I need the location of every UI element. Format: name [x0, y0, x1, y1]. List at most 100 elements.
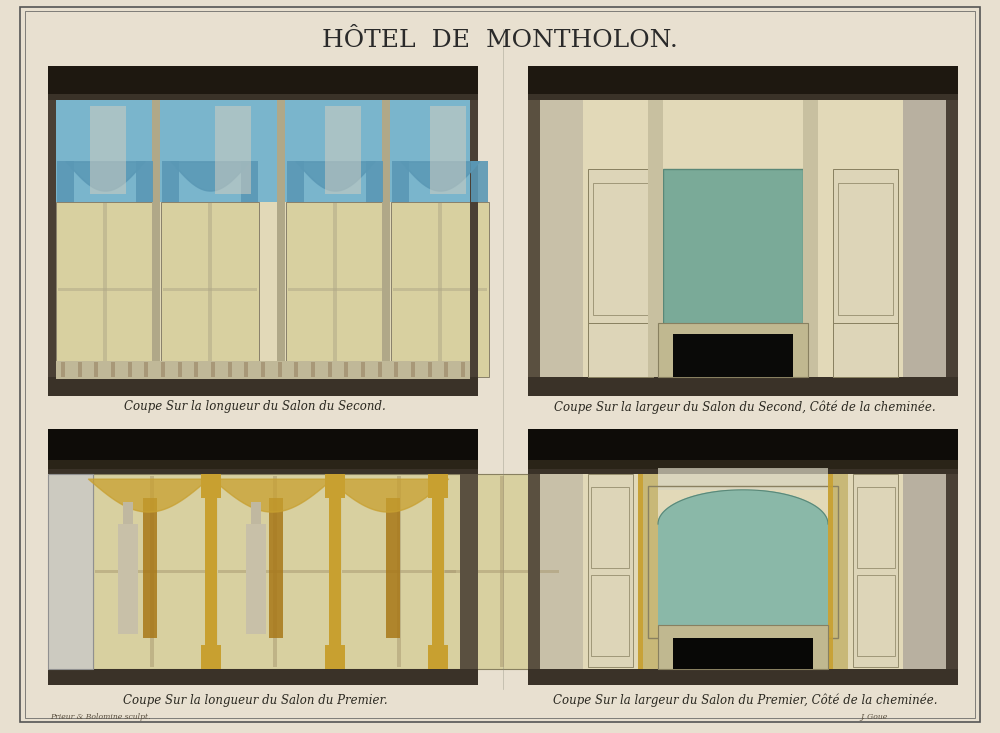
Bar	[48, 66, 478, 94]
Bar	[48, 429, 478, 685]
Bar	[853, 474, 898, 667]
Bar	[461, 362, 465, 377]
Bar	[216, 474, 334, 669]
Bar	[663, 169, 803, 330]
Bar	[946, 100, 958, 377]
Bar	[471, 161, 488, 202]
Bar	[432, 474, 444, 669]
Text: Coupe Sur la largeur du Salon du Second, Côté de la cheminée.: Coupe Sur la largeur du Salon du Second,…	[554, 400, 936, 413]
Bar	[428, 362, 432, 377]
Bar	[53, 100, 473, 202]
Bar	[342, 570, 456, 573]
Bar	[48, 94, 478, 100]
Bar	[658, 625, 828, 669]
Bar	[152, 100, 160, 377]
Bar	[103, 203, 107, 376]
Bar	[378, 362, 382, 377]
Bar	[528, 429, 958, 460]
Bar	[123, 502, 133, 524]
Bar	[658, 468, 828, 490]
Bar	[903, 474, 958, 669]
Bar	[638, 474, 643, 669]
Bar	[48, 474, 93, 669]
Bar	[344, 362, 348, 377]
Bar	[228, 362, 232, 377]
Bar	[673, 334, 793, 377]
Bar	[588, 474, 633, 667]
Bar	[528, 469, 958, 474]
Text: Coupe Sur la largeur du Salon du Premier, Côté de la cheminée.: Coupe Sur la largeur du Salon du Premier…	[553, 693, 937, 707]
Bar	[658, 524, 828, 638]
Bar	[269, 498, 283, 638]
Bar	[48, 429, 478, 460]
Bar	[588, 323, 653, 377]
Text: J. Goue: J. Goue	[860, 713, 887, 721]
Bar	[136, 161, 153, 202]
Bar	[857, 487, 895, 568]
Bar	[500, 476, 504, 667]
Bar	[208, 203, 212, 376]
Bar	[48, 460, 478, 469]
Bar	[638, 474, 658, 669]
Bar	[828, 474, 848, 669]
Bar	[144, 362, 148, 377]
Bar	[528, 669, 958, 685]
Bar	[460, 474, 478, 669]
Bar	[277, 100, 285, 377]
Bar	[48, 66, 478, 396]
Bar	[329, 474, 341, 669]
Bar	[648, 100, 663, 377]
Text: Coupe Sur la longueur du Salon du Premier.: Coupe Sur la longueur du Salon du Premie…	[123, 693, 387, 707]
Bar	[218, 570, 332, 573]
Bar	[48, 377, 478, 396]
Bar	[56, 202, 154, 377]
Bar	[445, 570, 559, 573]
Bar	[857, 575, 895, 656]
Bar	[57, 161, 74, 202]
Bar	[325, 106, 361, 194]
Bar	[430, 106, 466, 194]
Bar	[246, 524, 266, 634]
Bar	[325, 645, 345, 669]
Bar	[288, 288, 382, 291]
Bar	[194, 362, 198, 377]
Bar	[392, 161, 409, 202]
Bar	[470, 100, 478, 377]
Bar	[48, 100, 56, 377]
Bar	[593, 183, 648, 315]
Bar	[411, 362, 415, 377]
Bar	[393, 288, 487, 291]
Bar	[528, 377, 958, 396]
Bar	[56, 361, 470, 379]
Bar	[215, 106, 251, 194]
Bar	[201, 474, 221, 498]
Bar	[90, 106, 126, 194]
Bar	[150, 476, 154, 667]
Bar	[803, 100, 818, 377]
Bar	[95, 570, 209, 573]
Bar	[163, 288, 257, 291]
Bar	[533, 100, 953, 169]
Bar	[528, 66, 958, 396]
Bar	[328, 362, 332, 377]
Bar	[443, 474, 561, 669]
Bar	[340, 474, 458, 669]
Bar	[588, 169, 653, 377]
Bar	[286, 202, 384, 377]
Bar	[528, 429, 958, 685]
Bar	[161, 362, 165, 377]
Bar	[397, 476, 401, 667]
Bar	[528, 66, 958, 94]
Text: Prieur & Bolomine sculpt.: Prieur & Bolomine sculpt.	[50, 713, 150, 721]
Bar	[828, 474, 833, 669]
Text: HÔTEL  DE  MONTHOLON.: HÔTEL DE MONTHOLON.	[322, 29, 678, 52]
Bar	[528, 474, 583, 669]
Bar	[428, 645, 448, 669]
Bar	[528, 100, 540, 377]
Bar	[61, 362, 65, 377]
Bar	[311, 362, 315, 377]
Bar	[361, 362, 365, 377]
Bar	[93, 474, 211, 669]
Bar	[591, 575, 629, 656]
Bar	[287, 161, 304, 202]
